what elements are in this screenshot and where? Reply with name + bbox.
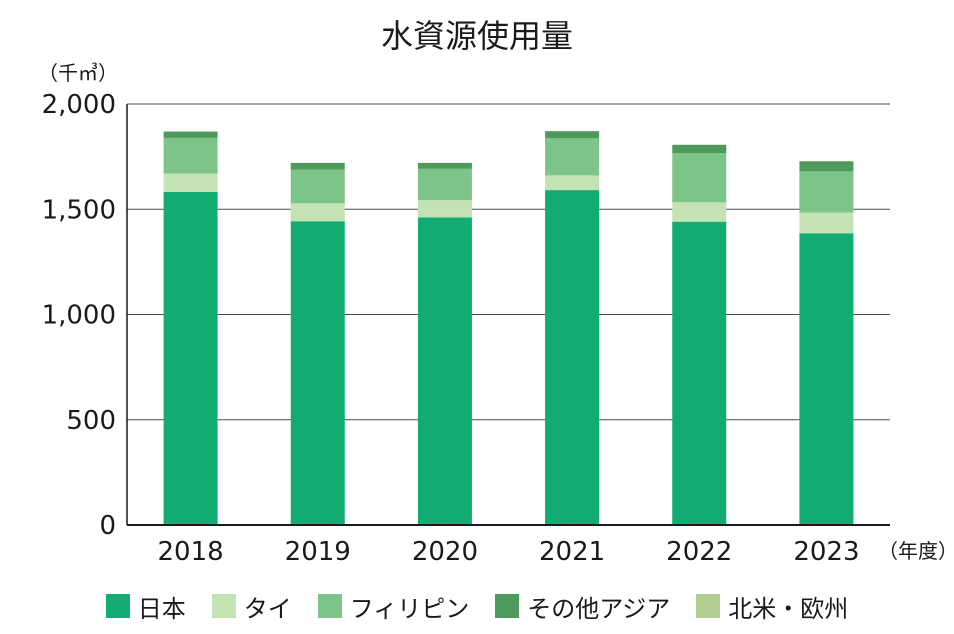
legend: 日本 タイ フィリピン その他アジア 北米・欧州 — [0, 588, 954, 624]
bar-segment — [672, 221, 727, 525]
stacked-bar-chart: 水資源使用量 （千㎥） 0 500 1,000 1,500 2,000 2018 2019… — [38, 17, 954, 567]
y-tick-label: 1,000 — [42, 301, 116, 331]
bar-segment — [545, 138, 600, 176]
legend-label: タイ — [243, 594, 292, 623]
bar-segment — [545, 190, 600, 526]
bar-segment — [545, 175, 600, 191]
bar-segment — [799, 233, 854, 525]
bar-segment — [672, 202, 727, 222]
bar-segment — [290, 221, 345, 525]
gridlines — [127, 103, 890, 421]
y-tick-label: 2,000 — [42, 90, 116, 120]
x-axis-unit-label: （年度） — [878, 539, 954, 563]
bar-segment — [290, 162, 345, 170]
legend-item: 日本 — [105, 589, 186, 624]
y-tick-label: 1,500 — [42, 195, 116, 225]
bar-segment — [290, 169, 345, 204]
bar-segment — [163, 191, 218, 525]
legend-swatch — [495, 594, 520, 618]
bar-segment — [799, 212, 854, 234]
legend-swatch — [317, 594, 342, 618]
x-axis-ticks: 2018 2019 2020 2021 2022 2023 — [157, 537, 859, 567]
legend-label: 北米・欧州 — [728, 594, 849, 623]
y-tick-label: 0 — [99, 511, 116, 541]
y-axis-unit-label: （千㎥） — [38, 61, 118, 85]
bar-segment — [799, 171, 854, 213]
x-tick-label: 2022 — [666, 537, 732, 567]
bar-segment — [672, 144, 727, 154]
x-tick-label: 2020 — [412, 537, 478, 567]
chart-title: 水資源使用量 — [381, 17, 573, 55]
legend-item: タイ — [211, 589, 292, 624]
legend-item: その他アジア — [495, 589, 670, 624]
legend-swatch — [105, 594, 130, 618]
x-tick-label: 2023 — [793, 537, 859, 567]
bar-segment — [417, 162, 472, 169]
bar-segment — [163, 173, 218, 192]
legend-item: 北米・欧州 — [696, 589, 848, 624]
bar-segment — [672, 153, 727, 203]
x-tick-label: 2021 — [539, 537, 605, 567]
bar-segment — [417, 217, 472, 525]
bar-segment — [163, 131, 218, 138]
bar-segment — [417, 168, 472, 201]
legend-swatch — [211, 594, 236, 618]
legend-label: その他アジア — [527, 594, 671, 623]
bar-segment — [163, 137, 218, 174]
y-axis-ticks: 0 500 1,000 1,500 2,000 — [42, 90, 116, 541]
bar-segment — [799, 161, 854, 172]
x-tick-label: 2018 — [157, 537, 223, 567]
bar-segment — [545, 131, 600, 139]
y-tick-label: 500 — [66, 406, 116, 436]
legend-item: フィリピン — [317, 589, 470, 624]
legend-swatch — [696, 594, 721, 618]
x-tick-label: 2019 — [285, 537, 351, 567]
bar-segment — [417, 200, 472, 218]
legend-label: 日本 — [137, 594, 186, 623]
bar-segment — [290, 203, 345, 222]
bars — [163, 130, 854, 526]
legend-label: フィリピン — [349, 594, 470, 623]
